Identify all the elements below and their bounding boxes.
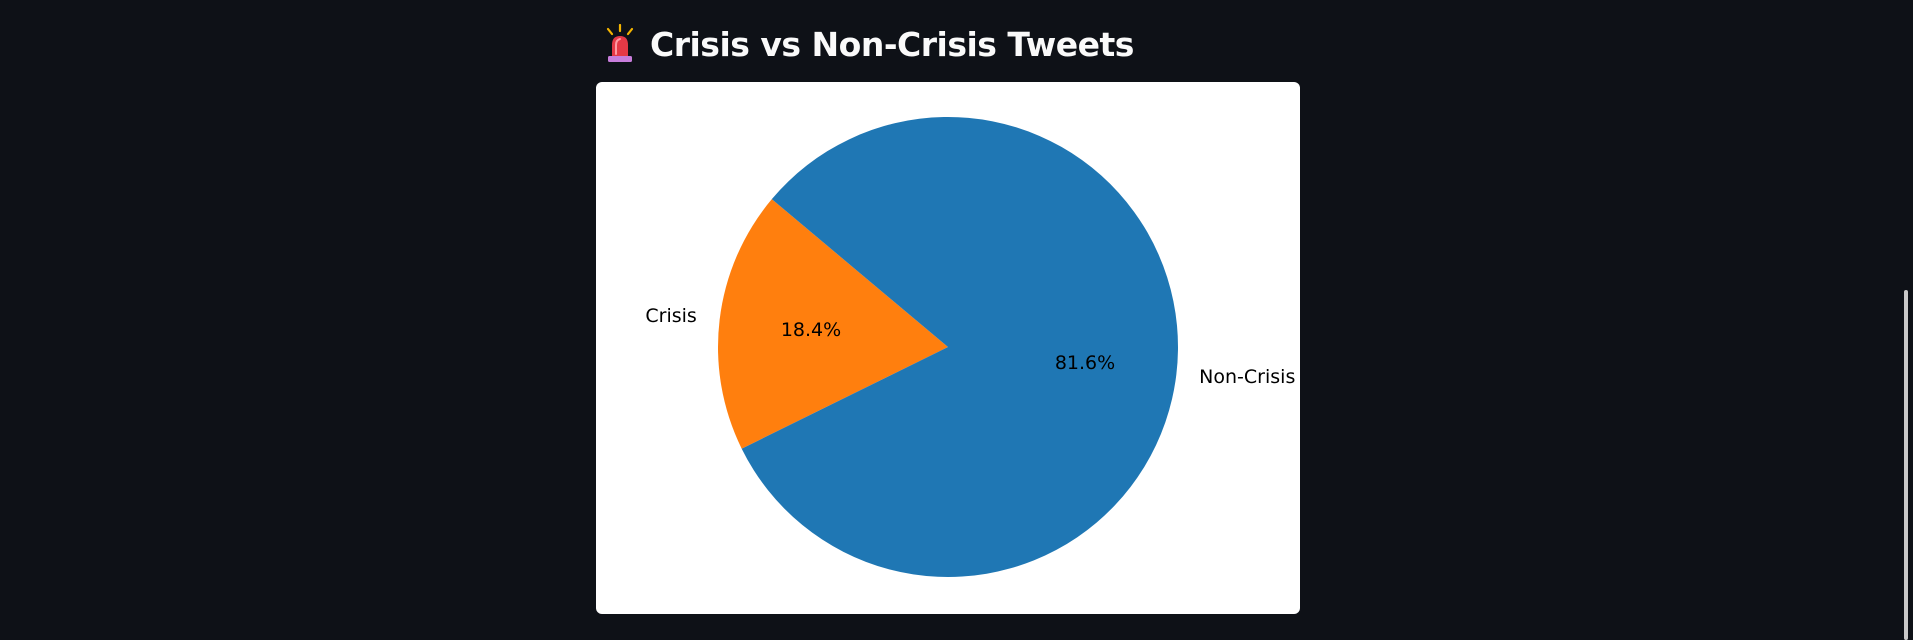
page-scrollbar[interactable] — [1899, 0, 1913, 640]
pie-chart: Crisis 18.4% Non-Crisis 81.6% — [645, 117, 1295, 578]
pie-chart-card: Crisis 18.4% Non-Crisis 81.6% — [596, 82, 1300, 614]
percent-label-crisis: 18.4% — [781, 319, 841, 341]
page-header: Crisis vs Non-Crisis Tweets — [602, 18, 1134, 70]
scrollbar-thumb[interactable] — [1904, 290, 1908, 640]
page-title: Crisis vs Non-Crisis Tweets — [650, 24, 1134, 64]
slice-label-non-crisis: Non-Crisis — [1199, 366, 1295, 388]
percent-label-non-crisis: 81.6% — [1055, 352, 1115, 374]
siren-icon — [602, 24, 638, 64]
pie-slice-crisis — [718, 199, 948, 449]
pie-slice-non-crisis — [741, 117, 1178, 578]
slice-label-crisis: Crisis — [645, 305, 696, 327]
